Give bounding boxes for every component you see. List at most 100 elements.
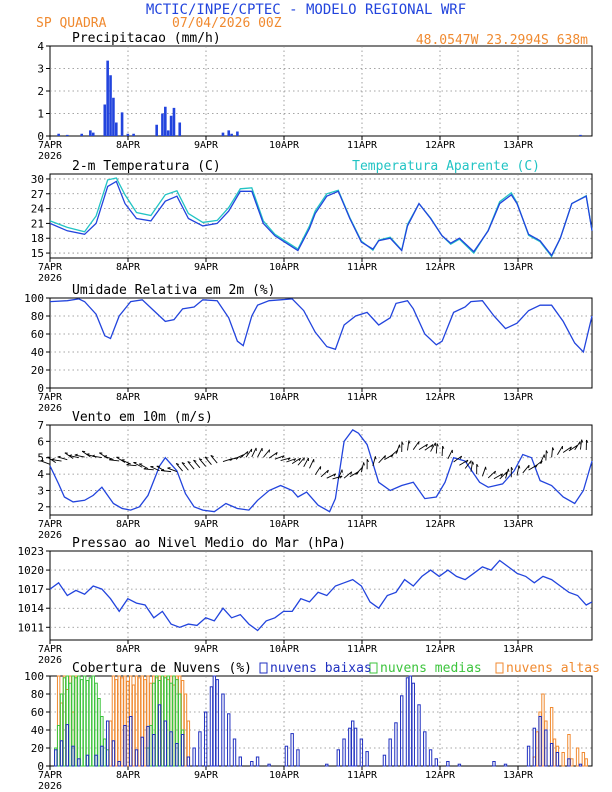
cloud-high-bar [120,677,124,767]
cloud-high-bar [584,758,588,767]
y-tick-label: 80 [31,310,44,323]
panel-frame [49,675,593,767]
temperature-line [49,180,593,257]
x-tick-label: 10APR [269,140,300,151]
wind-arrow [332,475,343,480]
panel-title: Umidade Relativa em 2m (%) [72,283,276,298]
cloud-low-bar [169,731,173,767]
x-tick-label: 11APR [347,262,378,273]
wind-arrow [47,456,57,464]
y-tick-label: 7 [37,419,44,432]
x-tick-label: 9APR [194,770,219,781]
wind-arrow [487,470,496,479]
y-tick-label: 4 [37,40,44,53]
wind-arrow [280,457,291,461]
cloud-high-bar [552,738,557,767]
cloud-low-bar [123,725,127,767]
wind-arrow [424,444,434,451]
precip-bar [172,107,176,136]
wind-arrow [274,455,285,460]
panel-3 [46,297,593,392]
wind-arrow [68,455,79,459]
x-tick-label: 13APR [503,140,534,151]
wind-arrow-head [51,458,55,461]
y-tick-label: 27 [31,188,44,201]
wind-arrow-head [485,466,487,470]
wind-arrow [175,463,183,472]
x-tick-label: 7APR [38,392,63,403]
cloud-low-bar [54,749,58,767]
wind-arrow [291,457,301,464]
wind-arrow-head [281,455,285,459]
y-tick-label: 0 [37,760,44,773]
wind-arrow-head [126,463,130,466]
panel-frame [49,424,593,516]
x-tick-label: 10APR [269,519,300,530]
coords-label: 48.0547W 23.2994S 638m [416,33,588,48]
cloud-low-bar [212,675,217,767]
x-tick-label: 11APR [347,140,378,151]
wind-arrow-head [74,453,78,456]
panel-5 [46,550,593,644]
cloud-high-legend-swatch [495,662,504,674]
cloud-low-bar [180,734,185,767]
cloud-low-bar [544,729,548,767]
wind-arrow-head [581,439,584,443]
cloud-mid-bar [77,675,81,767]
wind-arrow-head [540,460,543,464]
cloud-mid-bar [88,677,93,767]
cloud-low-bar [215,679,219,767]
wind-arrow-head [303,457,305,461]
cloud-low-bar [457,763,462,767]
y-tick-label: 1011 [18,621,45,634]
wind-arrow [372,456,376,467]
wind-arrow [522,464,530,474]
cloud-low-bar [203,711,208,767]
wind-arrow [143,468,154,471]
y-tick-label: 1023 [18,545,45,558]
wind-arrow-head [507,468,510,472]
cloud-low-bar [400,695,404,767]
wind-arrow [210,455,218,464]
precip-bar [579,134,582,136]
wind-arrow-head [436,443,439,447]
wind-arrow [435,443,438,454]
cloud-low-bar [129,716,133,767]
wind-arrow-head [391,454,394,458]
y-tick-label: 60 [31,328,44,341]
cloud-low-bar [134,749,139,767]
year-label: 2026 [38,273,62,284]
panel-frame [49,173,593,259]
wind-arrow [505,468,509,479]
wind-arrow-head [287,457,291,461]
x-tick-label: 11APR [347,644,378,655]
y-tick-label: 1017 [18,583,45,596]
cloud-low-bar [549,743,554,767]
wind-arrow [574,441,581,451]
cloud-mid-bar [178,693,182,767]
wind-arrow-head [401,441,404,445]
cloud-low-bar [284,745,289,767]
wind-arrow [343,471,353,479]
wind-arrow [64,452,74,459]
wind-arrow [459,459,469,466]
year-label: 2026 [38,655,62,666]
wind-arrow-head [246,451,249,455]
pressure-line [49,559,593,632]
x-tick-label: 12APR [425,262,456,273]
x-tick-label: 11APR [347,392,378,403]
wind-speed-line [49,429,593,513]
cloud-high-bar [570,758,574,767]
wind-arrow-head [366,459,369,463]
wind-arrow-head [431,444,434,448]
x-tick-label: 13APR [503,262,534,273]
precip-bar [221,132,225,136]
wind-arrow [121,459,131,465]
precip-bar [109,75,112,136]
y-tick-label: 2 [37,85,44,98]
cloud-low-bar [365,751,369,767]
year-label: 2026 [38,403,62,414]
cloud-mid-bar [80,679,84,767]
wind-arrow-head [459,455,463,459]
